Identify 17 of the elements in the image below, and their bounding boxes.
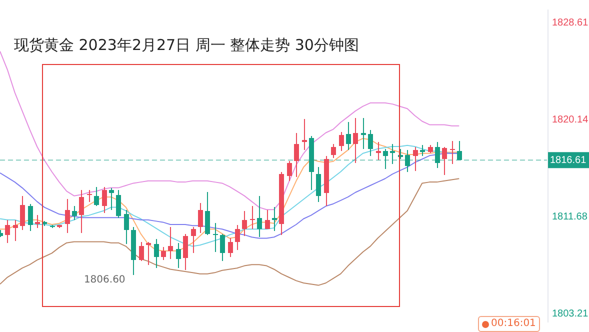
y-tick-label: 1828.61 xyxy=(552,17,589,28)
text: 现货黄金 2023年2月27日 周一 整体走势 30分钟图 xyxy=(14,36,359,55)
candlestick xyxy=(450,141,455,164)
candlestick xyxy=(272,207,277,231)
y-tick-label: 1820.14 xyxy=(552,114,589,126)
candlestick xyxy=(213,223,218,252)
text: 00:16:01 xyxy=(491,317,536,331)
candlestick xyxy=(87,190,92,202)
candlestick xyxy=(250,206,255,229)
annotation: 1806.60 xyxy=(84,274,126,286)
ref-line-label: 1816.61 xyxy=(550,154,587,166)
candlestick xyxy=(390,144,395,164)
y-tick-label: 1803.21 xyxy=(552,308,589,320)
candlestick xyxy=(361,118,366,149)
candlestick xyxy=(146,242,151,265)
y-tick-label: 1811.68 xyxy=(552,211,588,222)
candlestick xyxy=(302,119,307,150)
